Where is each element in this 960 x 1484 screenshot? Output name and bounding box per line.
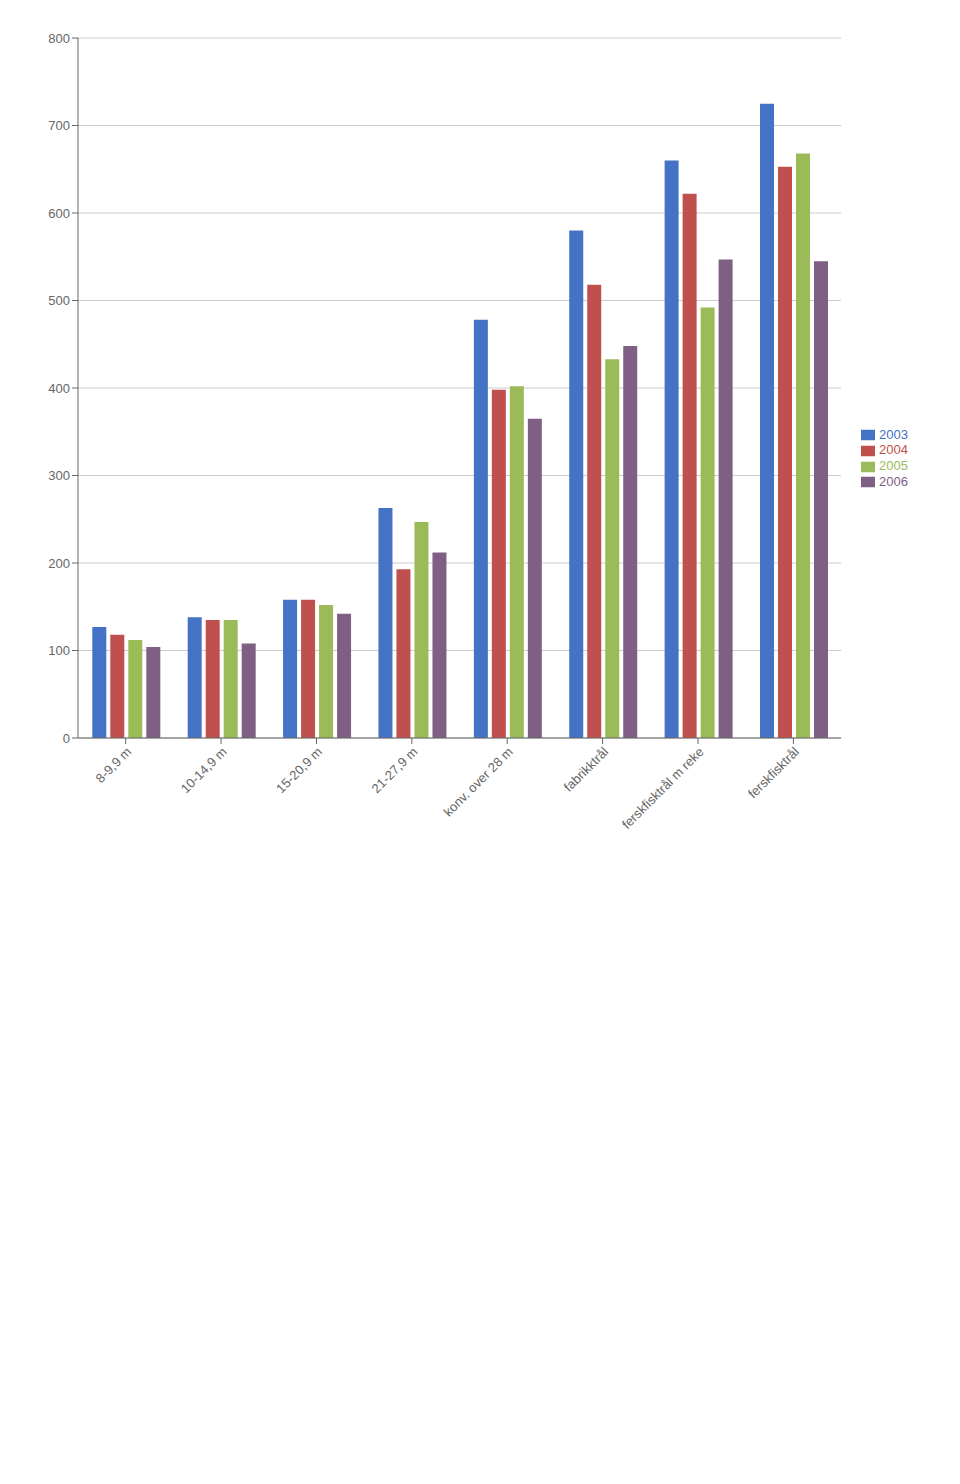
svg-text:21-27,9 m: 21-27,9 m <box>368 744 420 796</box>
svg-text:15-20,9 m: 15-20,9 m <box>273 744 325 796</box>
svg-text:8-9,9 m: 8-9,9 m <box>93 744 135 786</box>
svg-text:800: 800 <box>48 31 70 46</box>
svg-text:0: 0 <box>63 731 70 746</box>
html-text:2005: 2005 <box>879 458 908 473</box>
html-text:2003: 2003 <box>879 426 908 442</box>
html-text:2006: 2006 <box>879 473 908 489</box>
svg-text:200: 200 <box>48 556 70 571</box>
svg-text:10-14,9 m: 10-14,9 m <box>178 744 230 796</box>
html-text:2004: 2004 <box>879 442 908 458</box>
svg-text:500: 500 <box>48 293 70 308</box>
svg-text:ferskfisktrål: ferskfisktrål <box>745 744 802 801</box>
svg-text:100: 100 <box>48 643 70 658</box>
svg-text:300: 300 <box>48 468 70 483</box>
svg-text:700: 700 <box>48 118 70 133</box>
svg-text:fabrikktrål: fabrikktrål <box>561 744 612 795</box>
svg-text:ferskfisktrål m reke: ferskfisktrål m reke <box>619 744 707 832</box>
svg-text:konv. over 28 m: konv. over 28 m <box>441 744 516 819</box>
svg-text:600: 600 <box>48 206 70 221</box>
svg-text:400: 400 <box>48 381 70 396</box>
